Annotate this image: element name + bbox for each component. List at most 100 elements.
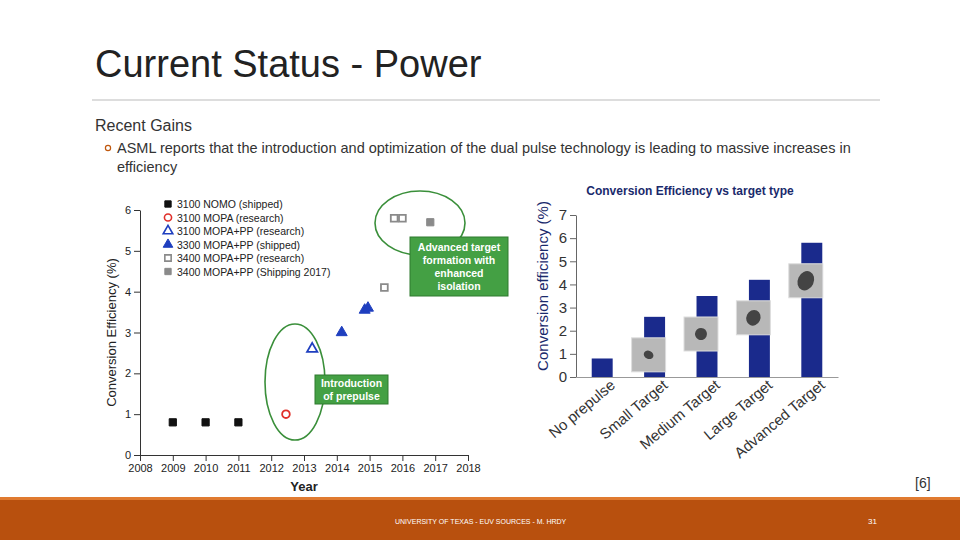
tick: 2015 (358, 455, 382, 474)
point (362, 302, 373, 311)
point (336, 326, 347, 335)
chart-title: Conversion Efficiency vs target type (586, 184, 794, 198)
tick-mark (271, 455, 272, 461)
tick-mark (134, 333, 140, 334)
tick-mark (570, 261, 576, 262)
point (427, 219, 434, 226)
tick-mark (570, 308, 576, 309)
tick: 2017 (423, 455, 447, 474)
legend: 3100 NOMO (shipped)3100 MOPA (research)3… (163, 198, 330, 278)
legend-label: 3100 MOPA (research) (177, 212, 284, 224)
tick: 5 (125, 245, 140, 257)
legend-label: 3400 MOPA+PP (research) (177, 252, 304, 264)
tick: 1 (559, 345, 576, 362)
tick-label: 2009 (161, 462, 185, 474)
tick: 3 (125, 327, 140, 339)
tick-label: 3 (559, 299, 567, 316)
tick-mark (570, 377, 576, 378)
text-line: Introduction (321, 377, 382, 389)
tick: 0 (125, 449, 140, 461)
tick-label: 5 (559, 253, 567, 270)
tick-label: 4 (125, 286, 131, 298)
tick-mark (304, 455, 305, 461)
annotation: Advanced targetformation withenhancediso… (418, 241, 501, 292)
tick: 2011 (227, 455, 251, 474)
x-axis: No prepulseSmall TargetMedium TargetLarg… (545, 375, 838, 461)
legend-item: 3100 MOPA (research) (164, 212, 283, 224)
tick-label: 2013 (292, 462, 316, 474)
tick: 7 (559, 206, 576, 223)
tick: 2013 (292, 455, 316, 474)
tick-label: 1 (559, 345, 567, 362)
point (391, 215, 398, 222)
legend-item: 3100 MOPA+PP (research) (163, 225, 304, 237)
tick-label: 2015 (358, 462, 382, 474)
legend-item: 3100 NOMO (shipped) (165, 198, 283, 210)
legend-symbol (165, 201, 171, 207)
legend-item: 3400 MOPA+PP (research) (165, 252, 304, 264)
tick: Advanced Target (731, 375, 829, 461)
tick-mark (134, 210, 140, 211)
footer-band (0, 500, 960, 540)
tick-mark (134, 251, 140, 252)
tick: 2 (125, 367, 140, 379)
tick-mark (402, 455, 403, 461)
y-axis: 0 1 2 3 4 5 6 (125, 204, 141, 461)
axis-line (576, 216, 577, 378)
tick: 1 (125, 408, 140, 420)
tick: 2008 (128, 455, 152, 474)
slide-title: Current Status - Power (95, 43, 482, 85)
footer-text: UNIVERSITY OF TEXAS - EUV SOURCES - M. H… (395, 518, 567, 525)
tick-label: 6 (125, 204, 131, 216)
chart-bar: Conversion Efficiency vs target type0123… (534, 184, 839, 461)
target-image (736, 301, 770, 335)
tick-mark (570, 331, 576, 332)
annotation: Introductionof prepulse (321, 377, 382, 402)
legend-label: 3300 MOPA+PP (shipped) (177, 239, 300, 251)
tick-label: 5 (125, 245, 131, 257)
point (399, 215, 406, 222)
point (307, 343, 317, 352)
legend-label: 3100 NOMO (shipped) (177, 198, 283, 210)
target-shape (744, 308, 763, 328)
tick: 2010 (194, 455, 218, 474)
legend-symbol (163, 239, 173, 247)
tick-mark (570, 238, 576, 239)
y-axis-title: Conversion efficiency (%) (534, 201, 551, 371)
tick-mark (468, 455, 469, 461)
bar (801, 243, 822, 377)
x-axis-title: Year (290, 479, 317, 494)
tick-mark (173, 455, 174, 461)
tick-label: 0 (125, 449, 131, 461)
target-shape (642, 349, 654, 360)
chart-scatter: 2008200920102011201220132014201520162017… (104, 191, 508, 494)
slide-canvas: Current Status - Power Recent Gains ASML r… (0, 0, 960, 540)
tick-mark (570, 215, 576, 216)
legend-label: 3400 MOPA+PP (Shipping 2017) (177, 266, 330, 278)
tick-mark (134, 292, 140, 293)
tick-label: 2 (559, 322, 567, 339)
tick-label: 2018 (456, 462, 480, 474)
target-image (789, 264, 823, 298)
tick-mark (570, 284, 576, 285)
tick: 6 (559, 229, 576, 246)
tick-label: 2012 (259, 462, 283, 474)
marks (169, 215, 434, 426)
tick: 2009 (161, 455, 185, 474)
bullet-text: ASML reports that the introduction and o… (117, 140, 851, 175)
tick-mark (140, 455, 141, 461)
legend-symbol (164, 214, 171, 221)
tick-label: 2017 (423, 462, 447, 474)
tick-mark (206, 455, 207, 461)
tick-mark (134, 455, 140, 456)
tick-label: 1 (125, 408, 131, 420)
bullet-glyph (105, 145, 110, 150)
bars (592, 243, 823, 377)
tick-mark (435, 455, 436, 461)
footer-stripe (0, 497, 960, 500)
subtitle: Recent Gains (95, 117, 192, 134)
target-shape (794, 268, 817, 293)
legend-symbol (165, 268, 171, 274)
reference: [6] (915, 475, 931, 491)
text-line: enhanced (434, 267, 483, 279)
